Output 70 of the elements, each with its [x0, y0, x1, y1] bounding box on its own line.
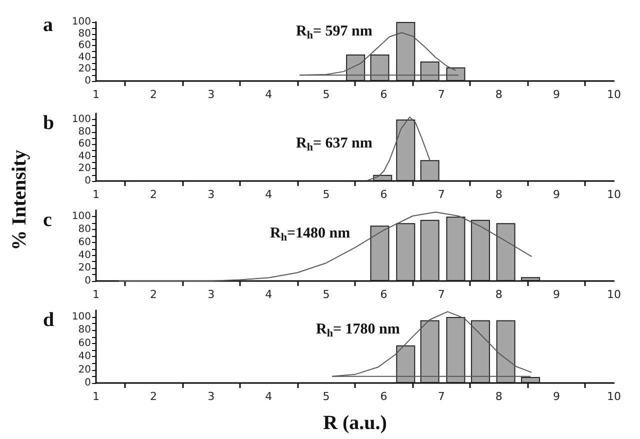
x-tick-label: 7 — [438, 188, 445, 201]
y-tick-label: 0 — [84, 276, 91, 286]
x-tick-label: 1 — [92, 88, 100, 101]
y-tick-label: 0 — [84, 378, 91, 388]
x-tick-label: 6 — [380, 88, 388, 101]
y-tick-label: 20 — [78, 364, 91, 376]
y-tick-label: 40 — [78, 250, 91, 261]
x-tick-label: 5 — [322, 88, 330, 101]
x-tick-label: 7 — [438, 390, 445, 403]
x-tick-label: 4 — [265, 88, 272, 101]
x-tick-label: 2 — [150, 288, 158, 301]
x-tick-label: 9 — [552, 288, 560, 301]
y-tick-label: 60 — [78, 236, 91, 248]
y-tick-label: 60 — [78, 40, 91, 52]
x-tick-label: 7 — [438, 288, 445, 301]
x-tick-label: 10 — [607, 390, 621, 403]
x-tick-label: 1 — [92, 188, 100, 201]
x-tick-label: 5 — [322, 390, 330, 403]
x-tick-label: 8 — [495, 88, 502, 101]
y-tick-label: 80 — [78, 324, 91, 336]
x-axis-title: R (a.u.) — [323, 412, 387, 434]
y-tick-label: 80 — [78, 28, 91, 40]
x-tick-label: 7 — [438, 88, 445, 101]
y-tick-label: 60 — [78, 138, 91, 150]
x-tick-label: 2 — [150, 88, 158, 101]
y-tick-label: 60 — [78, 338, 91, 349]
y-tick-label: 80 — [78, 126, 91, 138]
y-tick-label: 0 — [84, 76, 91, 86]
x-tick-label: 10 — [607, 188, 621, 201]
x-tick-label: 3 — [208, 390, 215, 403]
x-tick-label: 3 — [208, 88, 215, 101]
x-tick-label: 1 — [92, 288, 100, 301]
x-tick-label: 2 — [150, 390, 158, 403]
y-tick-label: 40 — [78, 150, 91, 162]
y-tick-label: 20 — [78, 163, 91, 174]
x-tick-label: 10 — [607, 288, 621, 301]
x-tick-label: 2 — [150, 188, 158, 201]
chart-title: a — [43, 14, 53, 36]
y-tick-label: 40 — [78, 52, 91, 63]
x-tick-label: 10 — [607, 88, 621, 101]
chart-title: d — [43, 309, 54, 331]
x-tick-label: 4 — [265, 390, 272, 403]
y-tick-label: 20 — [78, 64, 91, 75]
y-tick-label: 80 — [78, 224, 91, 236]
y-axis-title: % Intensity — [8, 150, 32, 250]
chart-title: b — [43, 112, 54, 134]
x-tick-label: 9 — [552, 390, 560, 403]
y-tick-label: 100 — [72, 16, 91, 28]
x-tick-label: 8 — [495, 188, 502, 201]
y-tick-label: 40 — [78, 351, 91, 362]
x-tick-label: 5 — [322, 188, 330, 201]
x-tick-label: 1 — [92, 390, 100, 403]
y-tick-label: 100 — [72, 211, 91, 222]
x-tick-label: 3 — [208, 188, 215, 201]
x-tick-label: 3 — [208, 288, 215, 301]
x-tick-label: 8 — [495, 288, 502, 301]
x-tick-label: 5 — [322, 288, 330, 301]
x-tick-label: 6 — [380, 188, 388, 201]
x-tick-label: 9 — [552, 88, 560, 101]
y-tick-label: 20 — [78, 262, 91, 274]
y-tick-label: 100 — [72, 312, 91, 322]
y-tick-label: 100 — [72, 114, 91, 126]
x-tick-label: 6 — [380, 390, 388, 403]
y-tick-label: 0 — [84, 176, 91, 186]
x-tick-label: 8 — [495, 390, 502, 403]
x-tick-label: 6 — [380, 288, 388, 301]
x-tick-label: 9 — [552, 188, 560, 201]
x-tick-label: 4 — [265, 188, 272, 201]
chart-title: c — [43, 209, 52, 231]
x-tick-label: 4 — [265, 288, 272, 301]
